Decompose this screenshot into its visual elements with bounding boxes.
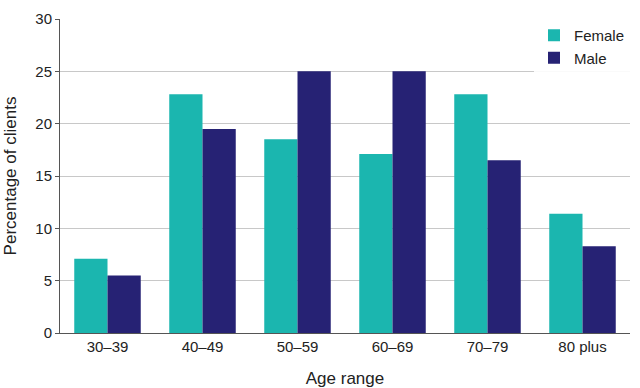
svg-text:5: 5 <box>44 272 52 289</box>
svg-text:40–49: 40–49 <box>182 338 224 355</box>
svg-text:Male: Male <box>574 50 607 67</box>
svg-text:Female: Female <box>574 27 624 44</box>
svg-text:Age range: Age range <box>306 369 384 388</box>
svg-text:60–69: 60–69 <box>372 338 414 355</box>
svg-text:25: 25 <box>35 63 52 80</box>
svg-text:70–79: 70–79 <box>467 338 509 355</box>
svg-text:15: 15 <box>35 167 52 184</box>
svg-text:Percentage of clients: Percentage of clients <box>1 97 20 256</box>
svg-text:10: 10 <box>35 220 52 237</box>
svg-text:0: 0 <box>44 324 52 341</box>
svg-text:30: 30 <box>35 10 52 27</box>
svg-text:50–59: 50–59 <box>277 338 319 355</box>
svg-text:20: 20 <box>35 115 52 132</box>
svg-text:80 plus: 80 plus <box>558 338 606 355</box>
svg-text:30–39: 30–39 <box>87 338 129 355</box>
